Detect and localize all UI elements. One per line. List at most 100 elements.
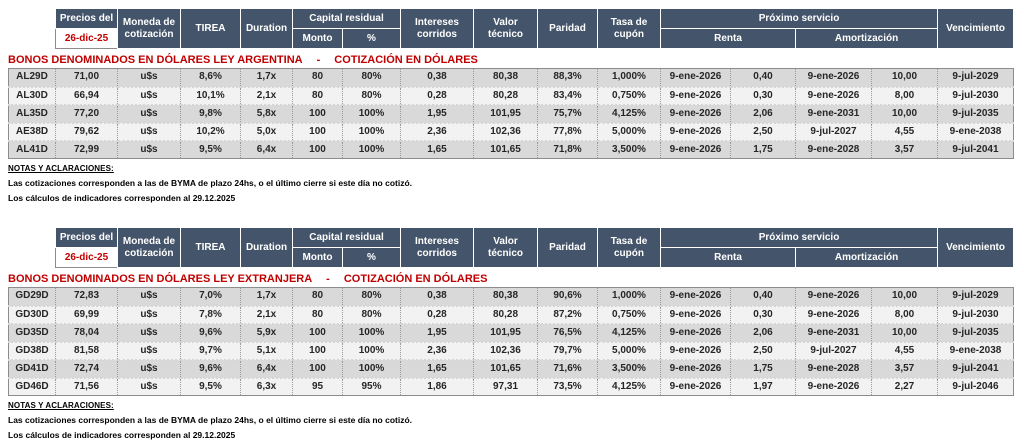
col-header-precios-del: Precios del [55,8,118,29]
table-row: AL35D 77,20 u$s 9,8% 5,8x 100 100% 1,95 101,95 75… [8,103,1014,123]
value-cell: 102,36 [473,340,538,360]
section-title-dash: - [316,53,321,66]
section-title-left: BONOS DENOMINADOS EN DÓLARES LEY ARGENTI… [8,53,303,66]
value-cell: 10,1% [180,85,241,105]
value-cell: 9,5% [180,376,241,396]
value-cell: 9-ene-2026 [795,376,872,396]
col-header-proximo-servicio: Próximo servicio [659,227,939,248]
value-cell: 4,55 [871,340,938,360]
section-ley-argentina: Precios del Moneda de cotización TIREA D… [8,8,1015,203]
value-cell: 77,20 [55,103,118,123]
value-cell: 9-jul-2029 [937,287,1014,306]
value-cell: 80 [292,287,343,306]
value-cell: 80 [292,85,343,105]
ticker-cell: GD41D [8,358,56,378]
value-cell: 0,40 [730,287,796,306]
value-cell: 66,94 [55,85,118,105]
value-cell: 69,99 [55,304,118,324]
value-cell: 3,57 [871,139,938,159]
value-cell: 5,0x [240,121,293,141]
value-cell: 6,4x [240,139,293,159]
value-cell: 100 [292,121,343,141]
col-header-renta: Renta [660,247,796,268]
value-cell: 9-ene-2026 [660,121,731,141]
value-cell: 1,7x [240,287,293,306]
value-cell: 80% [342,68,401,87]
value-cell: 1,000% [597,287,661,306]
value-cell: 101,65 [473,139,538,159]
ticker-cell: GD29D [8,287,56,306]
table-row: AL30D 66,94 u$s 10,1% 2,1x 80 80% 0,28 80,28 83,4… [8,85,1014,105]
value-cell: 10,00 [871,103,938,123]
value-cell: 1,75 [730,139,796,159]
value-cell: 1,65 [400,139,474,159]
value-cell: 87,2% [537,304,598,324]
col-header-capital-residual: Capital residual [292,227,401,248]
value-cell: 80% [342,85,401,105]
value-cell: 76,5% [537,322,598,342]
value-cell: 101,65 [473,358,538,378]
value-cell: 9-jul-2046 [937,376,1014,396]
notes-block-1: NOTAS Y ACLARACIONES: Las cotizaciones c… [8,164,1014,203]
bonds-table-ley-argentina: AL29D 71,00 u$s 8,6% 1,7x 80 80% 0,38 80,38 88,3%… [8,68,1014,159]
value-cell: 80 [292,68,343,87]
value-cell: 1,95 [400,322,474,342]
value-cell: 9-ene-2031 [795,103,872,123]
col-header-renta: Renta [660,28,796,49]
note-line: Los cálculos de indicadores corresponden… [8,430,236,440]
value-cell: 100 [292,103,343,123]
table-row: GD29D 72,83 u$s 7,0% 1,7x 80 80% 0,38 80,38 90,6%… [8,287,1014,306]
col-header-moneda: Moneda de cotización [117,8,181,49]
value-cell: 71,56 [55,376,118,396]
value-cell: u$s [117,358,181,378]
value-cell: 88,3% [537,68,598,87]
value-cell: 9-jul-2030 [937,304,1014,324]
value-cell: u$s [117,304,181,324]
col-header-vencimiento: Vencimiento [937,227,1015,268]
value-cell: 9-ene-2026 [795,287,872,306]
value-cell: u$s [117,139,181,159]
table-row: AL41D 72,99 u$s 9,5% 6,4x 100 100% 1,65 101,65 71… [8,139,1014,159]
col-header-amortizacion: Amortización [794,28,939,49]
value-cell: 73,5% [537,376,598,396]
col-header-precios-del: Precios del [55,227,118,248]
value-cell: 100 [292,322,343,342]
value-cell: 7,8% [180,304,241,324]
col-header-duration: Duration [240,227,293,268]
col-header-amortizacion: Amortización [794,247,939,268]
col-header-valor-tecnico: Valor técnico [473,8,538,49]
value-cell: 71,8% [537,139,598,159]
value-cell: u$s [117,376,181,396]
col-header-capital-residual: Capital residual [292,8,401,29]
note-line: Las cotizaciones corresponden a las de B… [8,415,413,425]
value-cell: 72,74 [55,358,118,378]
note-line: Las cotizaciones corresponden a las de B… [8,178,413,188]
note-line: Los cálculos de indicadores corresponden… [8,193,236,203]
value-cell: 0,38 [400,68,474,87]
value-cell: 4,125% [597,322,661,342]
value-cell: 9-jul-2041 [937,358,1014,378]
col-header-valor-tecnico: Valor técnico [473,227,538,268]
value-cell: 80,38 [473,287,538,306]
value-cell: 9-jul-2035 [937,103,1014,123]
value-cell: 9-ene-2028 [795,139,872,159]
section-title-dash: - [326,272,330,285]
value-cell: 9-ene-2038 [937,340,1014,360]
value-cell: 80% [342,287,401,306]
col-header-proximo-servicio: Próximo servicio [659,8,939,29]
value-cell: 5,000% [597,121,661,141]
value-cell: 80 [292,304,343,324]
section-title-ley-extranjera: BONOS DENOMINADOS EN DÓLARES LEY EXTRANJ… [8,268,1014,287]
value-cell: 100% [342,340,401,360]
section-title-ley-argentina: BONOS DENOMINADOS EN DÓLARES LEY ARGENTI… [8,49,1014,68]
value-cell: 2,1x [240,85,293,105]
value-cell: 95% [342,376,401,396]
value-cell: 9-ene-2031 [795,322,872,342]
section-title-right: COTIZACIÓN EN DÓLARES [334,53,478,66]
price-date-cell: 26-dic-25 [55,28,118,49]
ticker-cell: AL35D [8,103,56,123]
value-cell: u$s [117,340,181,360]
value-cell: 9-ene-2026 [660,85,731,105]
col-header-tasa-cupon: Tasa de cupón [597,8,661,49]
value-cell: 0,38 [400,287,474,306]
